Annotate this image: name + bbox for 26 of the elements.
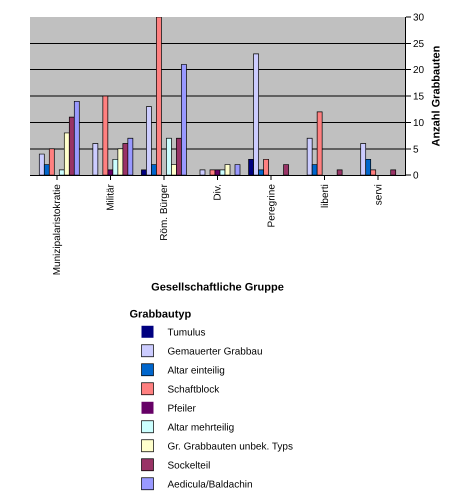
legend-label: Schaftblock	[168, 384, 220, 396]
legend-label: Pfeiler	[168, 404, 197, 415]
x-tick-label: Militär	[106, 183, 117, 211]
legend-title: Grabbautyp	[130, 308, 192, 320]
x-tick-label: Röm. Bürger	[159, 183, 170, 241]
y-tick-label: 5	[413, 144, 419, 156]
y-tick-label: 25	[413, 38, 425, 50]
x-tick-label: Div.	[212, 184, 224, 201]
legend-label: Aedicula/Baldachin	[168, 480, 253, 491]
y-tick-label: 15	[413, 92, 425, 103]
x-tick-label: Peregrine	[266, 184, 278, 228]
y-tick-label: 10	[413, 118, 425, 129]
legend-label: Altar einteilig	[168, 366, 225, 377]
y-axis-title: Anzahl Grabbauten	[430, 45, 443, 146]
x-axis-title: Gesellschaftliche Gruppe	[151, 281, 284, 294]
x-tick-label: Munizipalaristokratie	[52, 184, 64, 276]
legend-label: Sockelteil	[168, 460, 210, 472]
x-tick-label: liberti	[320, 184, 331, 208]
y-tick-label: 0	[413, 170, 419, 182]
legend-label: Altar mehrteilig	[168, 422, 234, 434]
legend-label: Tumulus	[168, 328, 206, 339]
y-tick-label: 30	[413, 12, 425, 24]
legend-label: Gemauerter Grabbau	[168, 346, 263, 358]
y-tick-label: 20	[413, 65, 425, 76]
legend-label: Gr. Grabbauten unbek. Typs	[168, 442, 293, 453]
x-tick-label: servi	[373, 184, 384, 206]
